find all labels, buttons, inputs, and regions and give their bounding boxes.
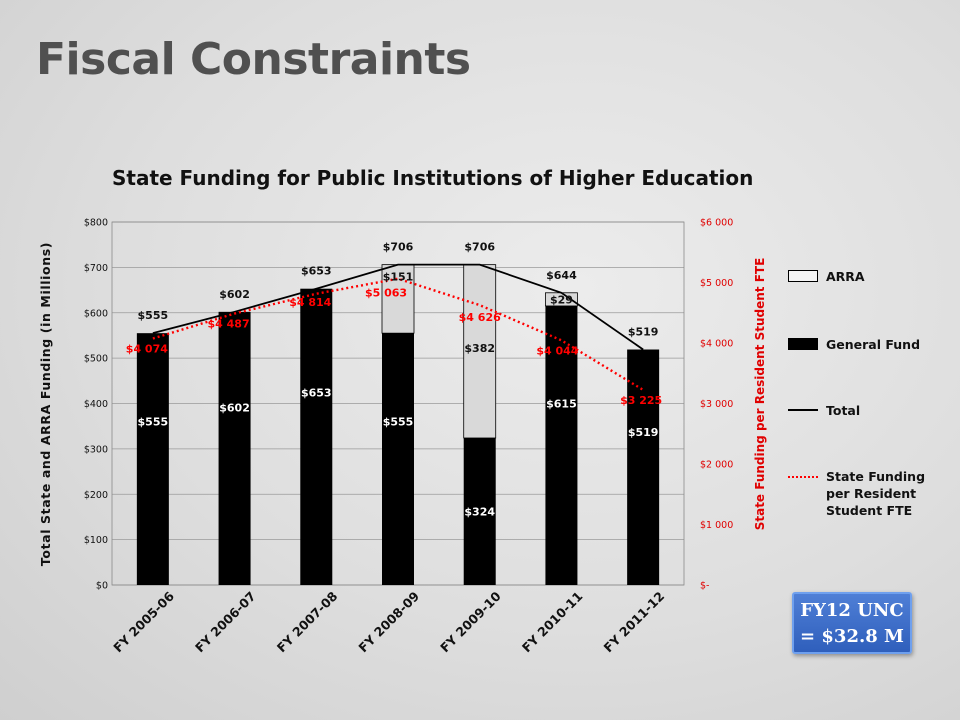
chart-title: State Funding for Public Institutions of…	[112, 166, 754, 190]
unc-callout-line1: FY12 UNC	[800, 600, 904, 621]
bar-arra	[463, 264, 497, 439]
y-tick-label: $500	[84, 354, 108, 365]
legend-swatch-general-fund	[788, 338, 818, 350]
bar-general-fund	[218, 311, 251, 585]
legend-label-state-funding: State Funding per Resident Student FTE	[826, 469, 926, 518]
data-label-general-fund: $615	[546, 398, 577, 411]
data-label-general-fund: $602	[219, 401, 250, 414]
data-label-arra: $151	[383, 271, 414, 284]
y2-tick-label: $4 000	[700, 339, 733, 350]
data-label-general-fund: $324	[464, 505, 495, 518]
data-label-state-funding: $4 814	[289, 296, 331, 309]
y2-axis-tick-labels: $- $1 000 $2 000 $3 000 $4 000 $5 000 $6 000	[700, 218, 733, 592]
y-tick-label: $300	[84, 444, 108, 455]
bar-series	[136, 264, 660, 585]
x-tick-label: FY 2011-12	[601, 589, 668, 656]
bar-general-fund	[136, 333, 169, 585]
bar-general-fund	[463, 437, 496, 585]
bar-general-fund	[382, 333, 414, 585]
bar-general-fund	[545, 305, 578, 585]
x-tick-label: FY 2006-07	[192, 589, 259, 656]
line-state-funding	[152, 277, 644, 391]
y2-tick-label: $2 000	[700, 460, 733, 471]
bar-general-fund	[300, 288, 333, 585]
data-labels: $555 $602 $653 $555 $324 $615 $519 $151 $382 $29 $…	[126, 241, 662, 519]
data-label-arra: $29	[550, 293, 573, 306]
data-label-state-funding: $4 487	[208, 318, 250, 331]
line-series	[152, 263, 644, 391]
x-tick-label: FY 2005-06	[110, 588, 177, 655]
data-label-general-fund: $653	[301, 386, 332, 399]
y-tick-label: $0	[96, 581, 108, 592]
legend-swatch-arra	[788, 270, 818, 282]
y2-tick-label: $3 000	[700, 399, 733, 410]
y-tick-label: $600	[84, 308, 108, 319]
bar-general-fund	[627, 349, 660, 585]
y2-tick-label: $5 000	[700, 278, 733, 289]
x-tick-label: FY 2009-10	[437, 588, 504, 655]
y-tick-label: $800	[84, 218, 108, 229]
legend-label-arra: ARRA	[826, 269, 865, 284]
x-tick-label: FY 2008-09	[355, 589, 422, 656]
unc-callout: FY12 UNC = $32.8 M	[792, 592, 912, 654]
y2-axis-label: State Funding per Resident Student FTE	[753, 258, 767, 531]
data-label-total: $653	[301, 265, 332, 278]
y-axis-label: Total State and ARRA Funding (in Million…	[38, 242, 53, 566]
y-axis-tick-labels: $0 $100 $200 $300 $400 $500 $600 $700 $800	[84, 218, 108, 592]
data-label-total: $602	[219, 288, 250, 301]
data-label-general-fund: $555	[138, 415, 169, 428]
x-tick-label: FY 2007-08	[274, 589, 341, 656]
data-label-state-funding: $4 074	[126, 343, 168, 356]
data-label-total: $644	[546, 269, 577, 282]
y2-tick-label: $-	[700, 581, 709, 592]
y2-tick-label: $6 000	[700, 218, 733, 229]
legend-swatch-total	[788, 409, 818, 411]
data-label-state-funding: $5 063	[365, 287, 407, 300]
legend-label-total: Total	[826, 403, 861, 418]
y-tick-label: $100	[84, 535, 108, 546]
data-label-total: $519	[628, 326, 659, 339]
unc-callout-line2: = $32.8 M	[800, 626, 904, 647]
y-tick-label: $200	[84, 490, 108, 501]
legend-label-general-fund: General Fund	[826, 337, 921, 352]
y-tick-label: $400	[84, 399, 108, 410]
data-label-general-fund: $519	[628, 426, 659, 439]
data-label-state-funding: $4 044	[536, 344, 578, 357]
x-tick-label: FY 2010-11	[519, 589, 586, 656]
bar-arra	[381, 264, 415, 334]
slide-title: Fiscal Constraints	[36, 34, 471, 85]
y-tick-label: $700	[84, 263, 108, 274]
data-label-total: $555	[138, 309, 169, 322]
x-axis-tick-labels: FY 2005-06 FY 2006-07 FY 2007-08 FY 2008-09…	[110, 588, 667, 655]
line-total	[152, 263, 644, 351]
data-label-state-funding: $4 626	[459, 311, 501, 324]
data-label-total: $706	[464, 241, 495, 254]
data-label-arra: $382	[464, 342, 495, 355]
legend-swatch-state-funding	[788, 476, 818, 478]
data-label-total: $706	[383, 241, 414, 254]
y2-tick-label: $1 000	[700, 520, 733, 531]
data-label-general-fund: $555	[383, 415, 414, 428]
data-label-state-funding: $3 225	[620, 394, 662, 407]
